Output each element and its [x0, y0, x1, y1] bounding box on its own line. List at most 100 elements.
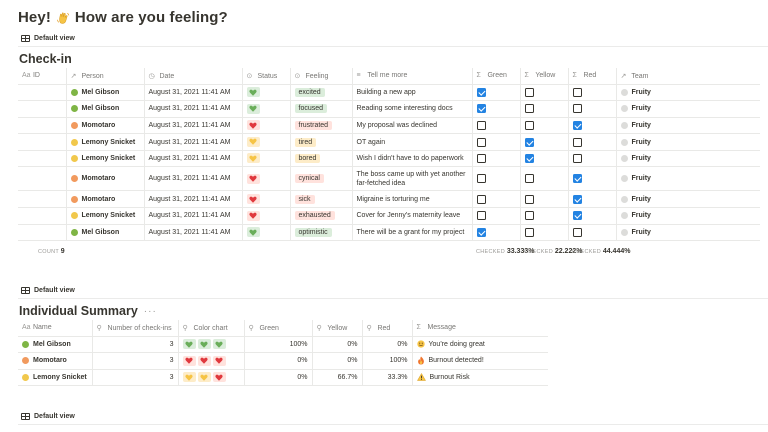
table-row[interactable]: Lemony Snicket August 31, 2021 11:41 AM ex…	[18, 207, 760, 225]
yellow-cell[interactable]	[520, 207, 569, 225]
id-cell[interactable]	[18, 84, 67, 102]
col-team[interactable]: ↗ Team	[616, 68, 760, 85]
col-yellow[interactable]: Σ Yellow	[520, 68, 569, 85]
col-red[interactable]: Σ Red	[568, 68, 617, 85]
tell-cell[interactable]: There will be a grant for my project	[352, 224, 473, 242]
table-row[interactable]: Mel Gibson August 31, 2021 11:41 AM focuse…	[18, 100, 760, 118]
status-cell[interactable]	[242, 117, 291, 135]
col-date[interactable]: ◷ Date	[144, 68, 243, 85]
id-cell[interactable]	[18, 166, 67, 192]
id-cell[interactable]	[18, 207, 67, 225]
red-checked-footer[interactable]: CHECKED 44.444%	[572, 248, 631, 255]
col-green[interactable]: Σ Green	[472, 68, 521, 85]
red-checkbox[interactable]	[572, 87, 582, 97]
id-cell[interactable]	[18, 224, 67, 242]
yellow-checkbox[interactable]	[524, 104, 534, 114]
green-pct-cell[interactable]: 0%	[244, 369, 313, 387]
yellow-pct-cell[interactable]: 66.7%	[312, 369, 363, 387]
col-id[interactable]: Aa ID	[18, 68, 67, 85]
team-cell[interactable]: Fruity	[616, 224, 760, 242]
status-cell[interactable]	[242, 190, 291, 209]
status-cell[interactable]	[242, 100, 291, 118]
date-cell[interactable]: August 31, 2021 11:41 AM	[144, 150, 243, 168]
yellow-checkbox[interactable]	[524, 211, 534, 221]
green-cell[interactable]	[472, 190, 521, 209]
name-cell[interactable]: Mel Gibson	[18, 336, 93, 354]
checkins-cell[interactable]: 3	[92, 369, 179, 387]
table-row[interactable]: Lemony Snicket August 31, 2021 11:41 AM ti…	[18, 133, 760, 151]
feeling-cell[interactable]: bored	[290, 150, 353, 168]
more-options-icon[interactable]: ···	[143, 305, 157, 317]
count-footer[interactable]: COUNT 9	[38, 248, 65, 255]
date-cell[interactable]: August 31, 2021 11:41 AM	[144, 224, 243, 242]
message-cell[interactable]: Burnout Risk	[412, 369, 548, 387]
yellow-checkbox[interactable]	[524, 137, 534, 147]
status-cell[interactable]	[242, 84, 291, 102]
red-checkbox[interactable]	[572, 211, 582, 221]
tell-cell[interactable]: Building a new app	[352, 84, 473, 102]
status-cell[interactable]	[242, 133, 291, 151]
tell-cell[interactable]: Cover for Jenny's maternity leave	[352, 207, 473, 225]
team-cell[interactable]: Fruity	[616, 133, 760, 151]
green-cell[interactable]	[472, 224, 521, 242]
green-pct-cell[interactable]: 0%	[244, 352, 313, 370]
tell-cell[interactable]: Migraine is torturing me	[352, 190, 473, 209]
yellow-cell[interactable]	[520, 133, 569, 151]
team-cell[interactable]: Fruity	[616, 190, 760, 209]
red-pct-cell[interactable]: 33.3%	[362, 369, 413, 387]
red-checkbox[interactable]	[572, 174, 582, 184]
tell-cell[interactable]: OT again	[352, 133, 473, 151]
name-cell[interactable]: Lemony Snicket	[18, 369, 93, 387]
team-cell[interactable]: Fruity	[616, 166, 760, 192]
feeling-cell[interactable]: excited	[290, 84, 353, 102]
red-cell[interactable]	[568, 150, 617, 168]
green-checkbox[interactable]	[476, 227, 486, 237]
status-cell[interactable]	[242, 166, 291, 192]
yellow-cell[interactable]	[520, 100, 569, 118]
red-cell[interactable]	[568, 224, 617, 242]
color-chart-cell[interactable]	[178, 369, 245, 387]
yellow-checkbox[interactable]	[524, 227, 534, 237]
table-row[interactable]: Lemony Snicket August 31, 2021 11:41 AM bo…	[18, 150, 760, 168]
table-row[interactable]: Mel Gibson August 31, 2021 11:41 AM optimi…	[18, 224, 760, 242]
tell-cell[interactable]: My proposal was declined	[352, 117, 473, 135]
feeling-cell[interactable]: cynical	[290, 166, 353, 192]
green-checkbox[interactable]	[476, 211, 486, 221]
team-cell[interactable]: Fruity	[616, 100, 760, 118]
feeling-cell[interactable]: tired	[290, 133, 353, 151]
green-checkbox[interactable]	[476, 87, 486, 97]
green-checkbox[interactable]	[476, 174, 486, 184]
red-pct-cell[interactable]: 0%	[362, 336, 413, 354]
feeling-cell[interactable]: optimistic	[290, 224, 353, 242]
id-cell[interactable]	[18, 100, 67, 118]
green-cell[interactable]	[472, 100, 521, 118]
green-cell[interactable]	[472, 166, 521, 192]
col-yellow-pct[interactable]: ⚲ Yellow	[312, 320, 363, 337]
col-message[interactable]: Σ Message	[412, 320, 548, 337]
col-green-pct[interactable]: ⚲ Green	[244, 320, 313, 337]
date-cell[interactable]: August 31, 2021 11:41 AM	[144, 190, 243, 209]
tell-cell[interactable]: Wish I didn't have to do paperwork	[352, 150, 473, 168]
green-pct-cell[interactable]: 100%	[244, 336, 313, 354]
table-row[interactable]: Mel Gibson August 31, 2021 11:41 AM excite…	[18, 84, 760, 102]
team-cell[interactable]: Fruity	[616, 150, 760, 168]
person-cell[interactable]: Lemony Snicket	[66, 150, 145, 168]
team-cell[interactable]: Fruity	[616, 117, 760, 135]
red-cell[interactable]	[568, 133, 617, 151]
col-feeling[interactable]: ⊙ Feeling	[290, 68, 353, 85]
team-cell[interactable]: Fruity	[616, 84, 760, 102]
message-cell[interactable]: Burnout detected!	[412, 352, 548, 370]
feeling-cell[interactable]: exhausted	[290, 207, 353, 225]
id-cell[interactable]	[18, 150, 67, 168]
person-cell[interactable]: Lemony Snicket	[66, 207, 145, 225]
default-view-tab-summary[interactable]: Default view	[18, 282, 78, 298]
status-cell[interactable]	[242, 224, 291, 242]
yellow-cell[interactable]	[520, 224, 569, 242]
red-checkbox[interactable]	[572, 120, 582, 130]
person-cell[interactable]: Mel Gibson	[66, 100, 145, 118]
person-cell[interactable]: Mel Gibson	[66, 84, 145, 102]
red-cell[interactable]	[568, 166, 617, 192]
feeling-cell[interactable]: frustrated	[290, 117, 353, 135]
id-cell[interactable]	[18, 133, 67, 151]
green-checkbox[interactable]	[476, 120, 486, 130]
